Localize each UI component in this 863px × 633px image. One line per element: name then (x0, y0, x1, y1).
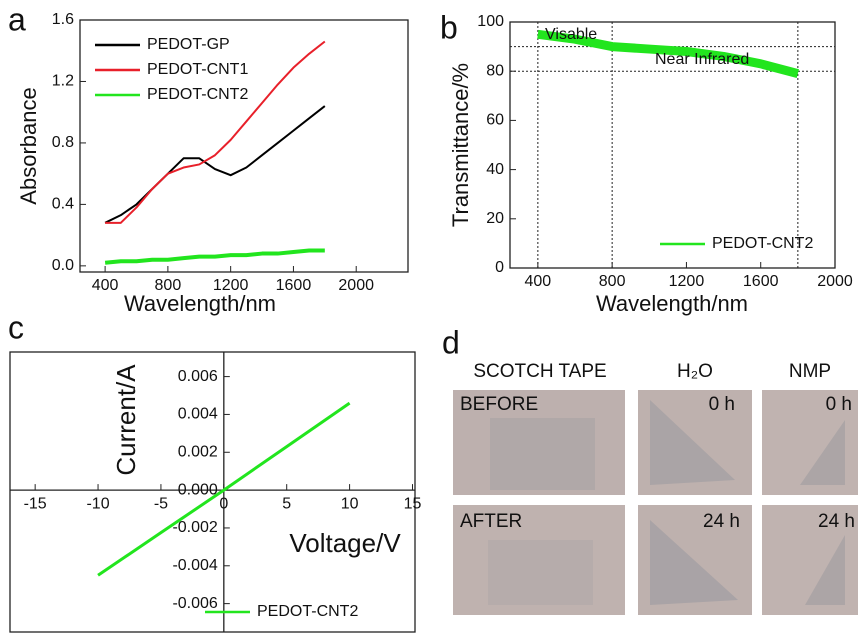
annotation: Near Infrared (655, 51, 749, 68)
plot-frame (79, 19, 409, 273)
x-tick-label: 1600 (743, 273, 779, 290)
y-tick-label: 40 (486, 161, 504, 178)
row-label: AFTER (460, 511, 522, 532)
x-tick-label: 1200 (669, 273, 705, 290)
y-tick-label: 0.004 (178, 406, 218, 423)
panel-label: a (8, 1, 26, 37)
x-tick-label: 2000 (338, 277, 374, 294)
x-tick-label: 15 (404, 495, 422, 512)
x-axis-title: Voltage/V (289, 528, 401, 558)
y-tick-label: -0.006 (172, 595, 217, 612)
panel-label: d (442, 324, 460, 360)
x-tick-label: 400 (92, 277, 119, 294)
data-line (104, 105, 326, 224)
y-tick-label: 0.000 (178, 481, 218, 498)
plot-frame (509, 21, 836, 269)
y-tick-label: -0.004 (172, 557, 217, 574)
y-tick-label: 0.4 (52, 196, 74, 213)
film (800, 420, 845, 485)
column-header: NMP (789, 361, 831, 382)
x-tick-label: 5 (282, 495, 291, 512)
plot-frame (9, 351, 416, 633)
y-tick-label: 80 (486, 62, 504, 79)
y-tick-label: 0 (495, 259, 504, 276)
y-tick-label: 0.8 (52, 134, 74, 151)
y-tick-label: 20 (486, 210, 504, 227)
x-tick-label: -5 (154, 495, 168, 512)
y-tick-label: -0.002 (172, 519, 217, 536)
row-label: BEFORE (460, 394, 538, 415)
data-line (104, 248, 325, 265)
film (805, 535, 845, 605)
y-tick-label: 0.002 (178, 443, 218, 460)
y-axis-title: Current/A (111, 364, 141, 476)
data-line (97, 401, 351, 577)
data-line (537, 29, 800, 79)
y-tick-label: 1.2 (52, 73, 74, 90)
column-header: SCOTCH TAPE (473, 361, 606, 382)
tape-area (490, 418, 595, 490)
x-tick-label: -15 (24, 495, 47, 512)
y-tick-label: 0.0 (52, 257, 74, 274)
x-tick-label: -10 (86, 495, 109, 512)
x-tick-label: 2000 (817, 273, 853, 290)
film (650, 400, 735, 485)
x-tick-label: 1600 (276, 277, 312, 294)
x-tick-label: 10 (341, 495, 359, 512)
x-tick-label: 800 (155, 277, 182, 294)
data-line (105, 40, 326, 224)
time-label: 24 h (703, 511, 740, 532)
film (650, 520, 738, 605)
time-label: 0 h (826, 394, 852, 415)
y-axis-title: Absorbance (16, 87, 41, 204)
time-label: 24 h (818, 511, 855, 532)
x-tick-label: 1200 (213, 277, 249, 294)
legend-label: PEDOT-CNT1 (147, 61, 248, 78)
time-label: 0 h (709, 394, 735, 415)
photo-panel: SCOTCH TAPE H₂O NMP BEFORE 0 h 0 h AFTER… (453, 361, 858, 615)
column-header: H₂O (677, 361, 713, 382)
y-tick-label: 0.006 (178, 368, 218, 385)
y-tick-label: 100 (477, 13, 504, 30)
legend-label: PEDOT-CNT2 (257, 603, 358, 620)
x-axis-title: Wavelength/nm (596, 291, 748, 316)
tape-area (488, 540, 593, 605)
x-tick-label: 400 (525, 273, 552, 290)
x-tick-label: 0 (219, 495, 228, 512)
y-tick-label: 1.6 (52, 11, 74, 28)
annotation: Visable (545, 26, 597, 43)
y-tick-label: 60 (486, 112, 504, 129)
panel-label: b (440, 9, 458, 45)
panel-label: c (8, 309, 24, 345)
y-axis-title: Transmittance/% (448, 63, 473, 227)
legend-label: PEDOT-CNT2 (147, 86, 248, 103)
legend-label: PEDOT-CNT2 (712, 235, 813, 252)
x-axis-title: Wavelength/nm (124, 291, 276, 316)
x-tick-label: 800 (599, 273, 626, 290)
legend-label: PEDOT-GP (147, 36, 230, 53)
